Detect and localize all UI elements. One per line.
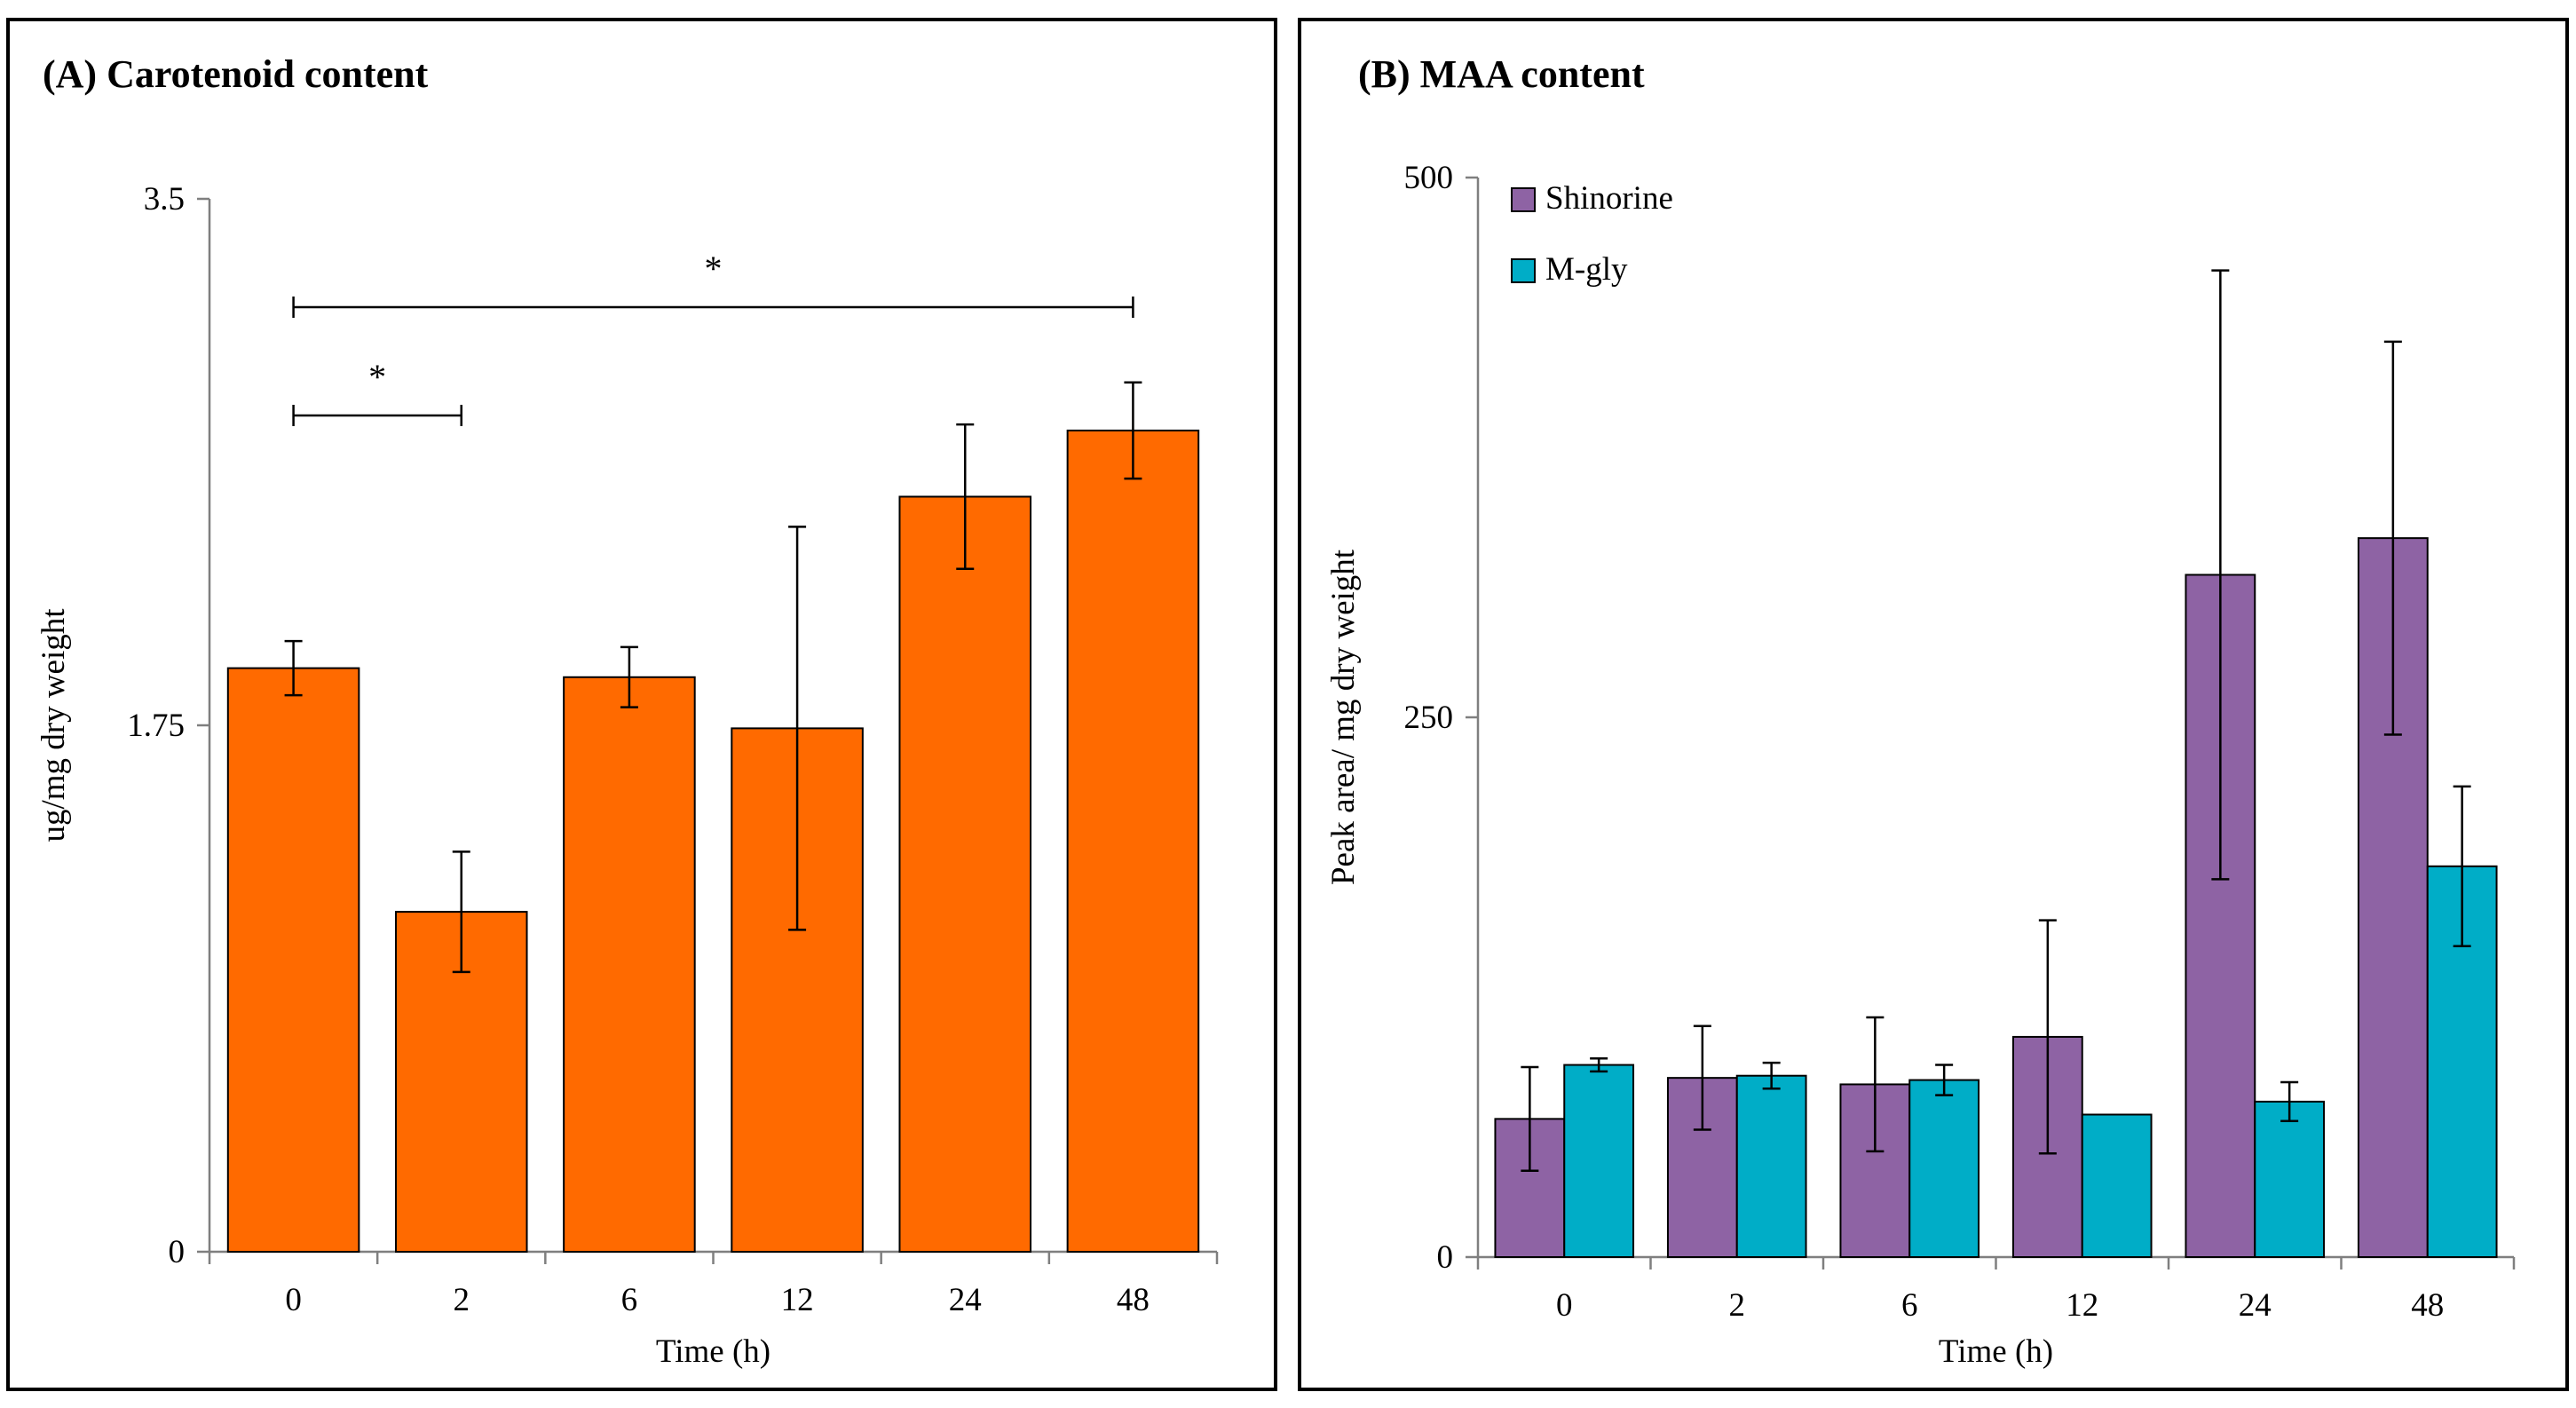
- chart-0-sig-label: *: [705, 249, 723, 289]
- chart-0-bar-carotenoid: [226, 667, 360, 1253]
- chart-1-y-axis-title: Peak area/ mg dry weight: [1325, 549, 1362, 885]
- chart-0-y-tick-label: 3.5: [144, 181, 185, 218]
- chart-1-x-tick-label: 12: [2066, 1287, 2098, 1324]
- chart-0-sig-label: *: [368, 357, 386, 397]
- chart-1-x-tick-label: 24: [2239, 1287, 2272, 1324]
- panel-a-frame: [6, 18, 1277, 1391]
- panel-b-frame: [1298, 18, 2569, 1391]
- panel-a-chart: (A) Carotenoid content ug/mg dry weight Ti…: [36, 52, 1219, 1370]
- chart-0-y-tick-label: 0: [169, 1234, 186, 1270]
- chart-1-bar-m-gly: [2254, 1100, 2326, 1258]
- chart-0-x-axis-title: Time (h): [656, 1333, 770, 1370]
- chart-1-legend-label: Shinorine: [1545, 180, 1673, 217]
- chart-1-x-axis-title: Time (h): [1939, 1333, 2053, 1370]
- chart-1-bar-m-gly: [1735, 1074, 1807, 1259]
- chart-0-title: (A) Carotenoid content: [43, 52, 429, 96]
- chart-0-x-tick-label: 6: [621, 1282, 638, 1318]
- chart-1-legend-swatch: [1511, 187, 1536, 212]
- chart-0-bar-carotenoid: [898, 495, 1032, 1253]
- chart-0-y-tick-label: 1.75: [127, 708, 185, 744]
- chart-0-y-axis-title: ug/mg dry weight: [36, 608, 72, 842]
- chart-1-bar-m-gly: [1563, 1064, 1635, 1258]
- chart-0-x-tick-label: 2: [454, 1282, 470, 1318]
- panel-b-chart: (B) MAA content Peak area/ mg dry weight T…: [1325, 52, 2516, 1370]
- chart-1-y-tick-label: 0: [1437, 1239, 1454, 1276]
- chart-1-y-tick-label: 500: [1404, 160, 1454, 196]
- chart-0-x-tick-label: 24: [949, 1282, 982, 1318]
- chart-0-bar-carotenoid: [1066, 429, 1200, 1254]
- chart-1-x-tick-label: 48: [2411, 1287, 2444, 1324]
- chart-1-legend-label: M-gly: [1545, 251, 1628, 288]
- chart-0-x-tick-label: 0: [285, 1282, 302, 1318]
- chart-0-x-tick-label: 48: [1117, 1282, 1150, 1318]
- chart-1-legend-swatch: [1511, 258, 1536, 283]
- chart-1-x-tick-label: 0: [1556, 1287, 1573, 1324]
- chart-1-bar-m-gly: [1908, 1079, 1980, 1259]
- chart-1-title: (B) MAA content: [1358, 52, 1645, 96]
- chart-1-x-tick-label: 6: [1901, 1287, 1918, 1324]
- chart-1-y-tick-label: 250: [1404, 700, 1454, 736]
- chart-1-bar-m-gly: [2081, 1113, 2153, 1259]
- chart-0-x-tick-label: 12: [781, 1282, 814, 1318]
- chart-0-bar-carotenoid: [563, 676, 696, 1253]
- chart-1-x-tick-label: 2: [1729, 1287, 1746, 1324]
